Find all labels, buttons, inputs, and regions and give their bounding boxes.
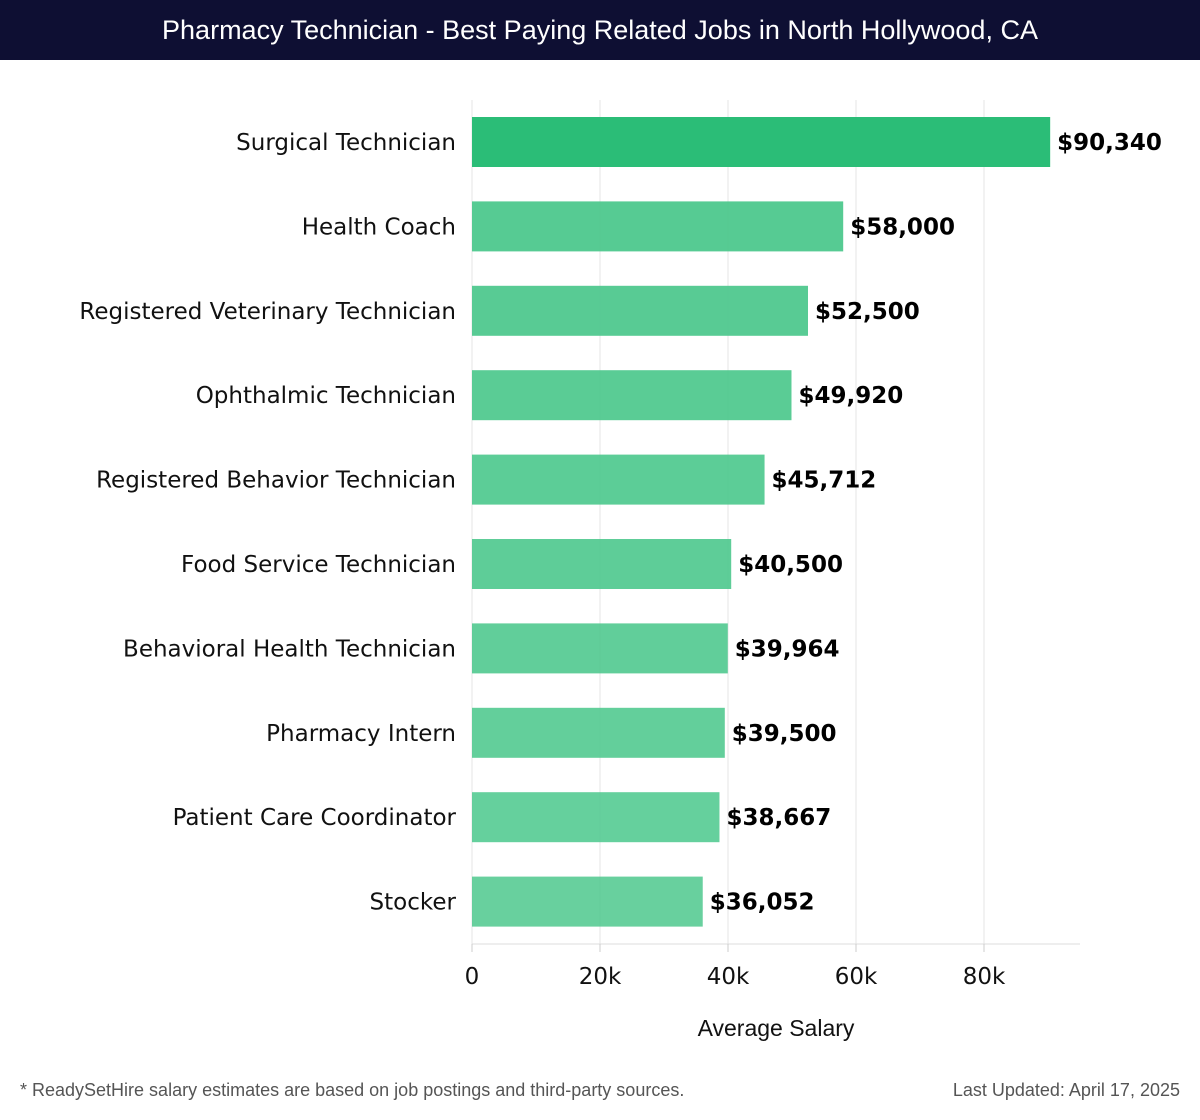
bar	[472, 454, 765, 505]
bar	[472, 285, 808, 336]
value-label: $45,712	[772, 468, 877, 494]
x-tick-label: 60k	[835, 964, 878, 990]
category-label: Patient Care Coordinator	[173, 805, 457, 831]
x-tick-label: 20k	[579, 964, 622, 990]
bars	[472, 117, 1051, 927]
value-labels: $90,340 $58,000 $52,500 $49,920 $45,712 $40,5…	[710, 130, 1162, 916]
bar	[472, 201, 844, 252]
category-label: Pharmacy Intern	[266, 721, 456, 747]
value-label: $39,500	[732, 721, 837, 747]
bar	[472, 876, 703, 927]
bar	[472, 370, 792, 421]
category-label: Food Service Technician	[181, 552, 456, 578]
category-label: Registered Veterinary Technician	[79, 299, 456, 325]
x-tick-label: 80k	[963, 964, 1006, 990]
value-label: $58,000	[850, 214, 955, 240]
chart-title: Pharmacy Technician - Best Paying Relate…	[162, 14, 1038, 45]
x-tick-label: 0	[465, 964, 480, 990]
category-label: Surgical Technician	[236, 130, 456, 156]
x-axis-ticks: 0 20k 40k 60k 80k	[465, 944, 1006, 990]
value-label: $38,667	[726, 805, 831, 831]
bar	[472, 539, 732, 589]
value-label: $40,500	[738, 552, 843, 578]
last-updated: Last Updated: April 17, 2025	[952, 1080, 1180, 1100]
category-label: Health Coach	[302, 214, 456, 240]
category-label: Behavioral Health Technician	[123, 636, 456, 662]
bar	[472, 792, 720, 843]
footnote: * ReadySetHire salary estimates are base…	[20, 1080, 685, 1100]
x-axis-label: Average Salary	[698, 1015, 855, 1041]
salary-bar-chart: Surgical Technician Health Coach Registere…	[79, 100, 1162, 1041]
value-label: $39,964	[735, 636, 840, 662]
chart-title-bar: Pharmacy Technician - Best Paying Relate…	[0, 0, 1200, 60]
value-label: $49,920	[798, 383, 903, 409]
bar	[472, 707, 725, 758]
category-label: Stocker	[370, 890, 457, 916]
value-label: $52,500	[815, 299, 920, 325]
category-labels: Surgical Technician Health Coach Registere…	[79, 130, 456, 916]
category-label: Registered Behavior Technician	[96, 468, 456, 494]
value-label: $36,052	[710, 890, 815, 916]
x-tick-label: 40k	[707, 964, 750, 990]
category-label: Ophthalmic Technician	[196, 383, 456, 409]
bar	[472, 117, 1051, 167]
value-label: $90,340	[1057, 130, 1162, 156]
bar	[472, 623, 728, 674]
